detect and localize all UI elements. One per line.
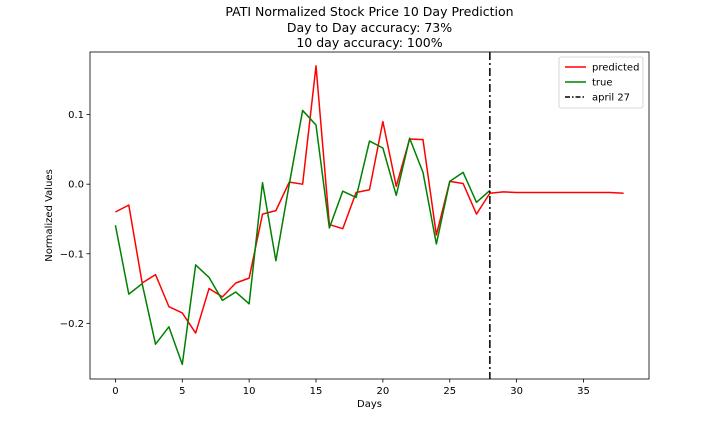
legend-box xyxy=(558,56,644,109)
x-tick-label: 35 xyxy=(577,386,590,397)
y-tick-label: −0.1 xyxy=(60,249,84,260)
legend-label: april 27 xyxy=(592,93,630,104)
y-axis-label: Normalized Values xyxy=(44,169,55,262)
legend: predicted true april 27 xyxy=(558,56,644,109)
x-tick-label: 20 xyxy=(377,386,390,397)
legend-label: true xyxy=(592,78,613,89)
x-tick-label: 15 xyxy=(310,386,323,397)
y-tick-label: 0.1 xyxy=(68,110,84,121)
lines-layer xyxy=(114,52,624,379)
chart-title: PATI Normalized Stock Price 10 Day Predi… xyxy=(225,4,514,19)
chart-subtitle-day-accuracy: Day to Day accuracy: 73% xyxy=(286,19,453,35)
series-line-true xyxy=(114,109,491,366)
chart-title-block: PATI Normalized Stock Price 10 Day Predi… xyxy=(90,4,649,51)
x-tick-label: 30 xyxy=(510,386,523,397)
x-tick-label: 5 xyxy=(179,386,185,397)
x-tick-label: 25 xyxy=(443,386,456,397)
y-tick-label: −0.2 xyxy=(60,319,84,330)
y-tick-label: 0.0 xyxy=(68,180,84,191)
ticks-layer: 0 5 10 15 20 25 30 35 −0.2 −0.1 0.0 0.1 xyxy=(60,110,590,397)
plot-frame xyxy=(89,51,650,380)
series-line-predicted xyxy=(115,65,624,334)
x-tick-label: 10 xyxy=(243,386,256,397)
x-tick-label: 0 xyxy=(112,386,118,397)
x-axis-label: Days xyxy=(357,399,382,410)
chart-subtitle-ten-day-accuracy: 10 day accuracy: 100% xyxy=(296,35,443,50)
legend-label: predicted xyxy=(592,63,639,74)
